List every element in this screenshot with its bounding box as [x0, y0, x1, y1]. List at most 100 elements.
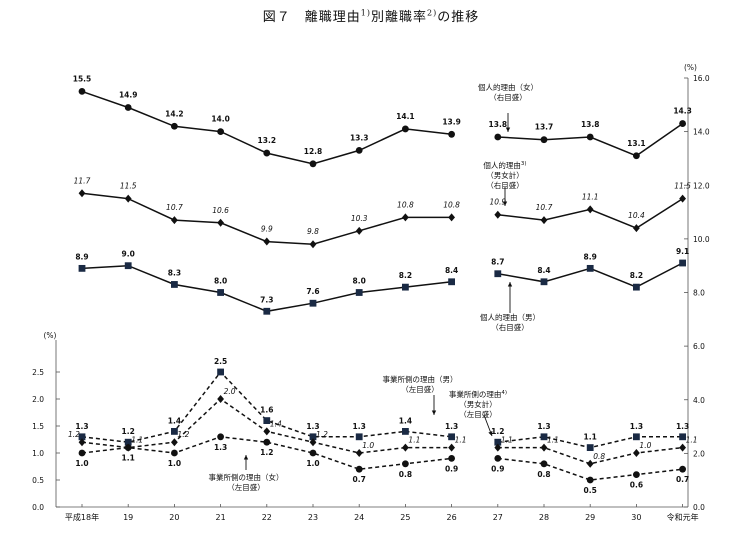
data-point	[78, 433, 86, 441]
data-label: 8.7	[491, 258, 504, 267]
data-point	[633, 471, 640, 478]
chart-title: 図７ 離職理由1)別離職率2)の推移	[262, 8, 480, 25]
data-point	[78, 88, 86, 95]
data-point	[679, 433, 686, 441]
data-label: 14.9	[119, 90, 138, 99]
annotation-label: 個人的理由（男）	[480, 312, 540, 322]
annotation-label: （右目盛）	[489, 92, 527, 102]
data-point	[309, 160, 317, 168]
data-label: 1.2	[491, 427, 504, 436]
data-label: 2.5	[214, 357, 227, 366]
data-point	[124, 444, 132, 451]
data-point	[679, 120, 686, 127]
left-tick-label: 0.0	[32, 503, 44, 512]
data-label: 10.4	[628, 211, 645, 220]
data-point	[355, 433, 363, 441]
data-point	[633, 152, 640, 160]
data-point	[217, 395, 224, 403]
data-point	[355, 465, 363, 473]
x-tick-label: 26	[447, 513, 457, 522]
data-point	[78, 438, 86, 447]
annotation-arrowhead	[243, 455, 249, 460]
data-point	[171, 281, 178, 288]
data-label: 1.3	[630, 422, 643, 431]
data-point	[309, 449, 317, 457]
annotation-label: 事業所側の理由（男）	[383, 374, 458, 384]
x-tick-label: 22	[262, 513, 272, 522]
data-label: 0.8	[593, 452, 605, 461]
data-point	[679, 194, 686, 203]
left-axis-unit: (%)	[44, 331, 57, 340]
data-label: 10.7	[536, 203, 553, 212]
data-point	[448, 455, 455, 462]
data-label: 1.0	[306, 459, 319, 468]
data-label: 1.0	[639, 441, 651, 450]
data-label: 0.9	[445, 464, 458, 473]
data-label: 8.0	[214, 277, 227, 286]
right-tick-label: 2.0	[693, 449, 705, 458]
data-point	[171, 122, 178, 130]
x-tick-label: 27	[493, 513, 503, 522]
data-point	[355, 226, 363, 235]
data-label: 0.5	[584, 486, 597, 495]
data-point	[494, 455, 502, 462]
left-tick-label: 1.5	[32, 422, 44, 431]
data-label: 10.9	[489, 198, 506, 207]
annotation-arrowhead	[505, 127, 511, 132]
data-label: 7.3	[260, 295, 273, 304]
data-point	[586, 264, 594, 272]
data-point	[263, 237, 271, 246]
data-label: 1.0	[168, 459, 181, 468]
data-label: 1.3	[353, 422, 366, 431]
data-label: 9.0	[122, 250, 135, 259]
data-label: 10.8	[443, 200, 460, 209]
data-point	[263, 417, 271, 424]
data-label: 13.8	[489, 120, 508, 129]
data-label: 1.1	[501, 436, 513, 445]
x-tick-label: 平成18年	[65, 512, 99, 522]
x-tick-label: 28	[539, 513, 549, 522]
data-label: 1.2	[260, 448, 273, 457]
data-point	[263, 307, 271, 315]
data-label: 9.8	[307, 227, 319, 236]
data-label: 1.4	[399, 416, 412, 425]
data-point	[78, 189, 86, 198]
data-label: 1.1	[455, 436, 467, 445]
data-point	[309, 299, 317, 307]
data-label: 8.2	[630, 271, 643, 280]
annotation-arrowhead	[431, 410, 437, 415]
data-point	[124, 104, 132, 111]
right-tick-label: 12.0	[693, 181, 710, 190]
data-point	[263, 149, 271, 157]
data-label: 0.7	[676, 475, 689, 484]
data-label: 8.9	[584, 252, 597, 261]
data-point	[78, 264, 86, 272]
right-tick-label: 8.0	[693, 289, 705, 298]
data-label: 13.8	[581, 120, 600, 129]
data-point	[402, 443, 409, 452]
data-label: 1.2	[122, 427, 135, 436]
data-point	[586, 459, 594, 468]
data-label: 1.2	[68, 430, 80, 439]
data-label: 1.1	[686, 436, 698, 445]
annotation-label: 事業所側の理由（女）	[209, 472, 284, 482]
data-point	[309, 438, 317, 447]
data-point	[402, 125, 409, 133]
data-label: 9.1	[676, 247, 689, 256]
annotation-label: （右目盛）	[491, 322, 529, 332]
right-tick-label: 6.0	[693, 342, 705, 351]
data-point	[124, 438, 132, 446]
data-point	[679, 465, 686, 473]
data-point	[633, 449, 640, 457]
data-label: 1.3	[445, 422, 458, 431]
data-point	[171, 216, 178, 225]
left-tick-label: 2.5	[32, 368, 44, 377]
right-tick-label: 10.0	[693, 235, 710, 244]
data-point	[494, 438, 502, 446]
data-point	[448, 443, 455, 452]
data-point	[355, 449, 363, 457]
data-point	[540, 216, 548, 225]
data-label: 8.4	[537, 266, 550, 275]
data-point	[448, 433, 455, 441]
